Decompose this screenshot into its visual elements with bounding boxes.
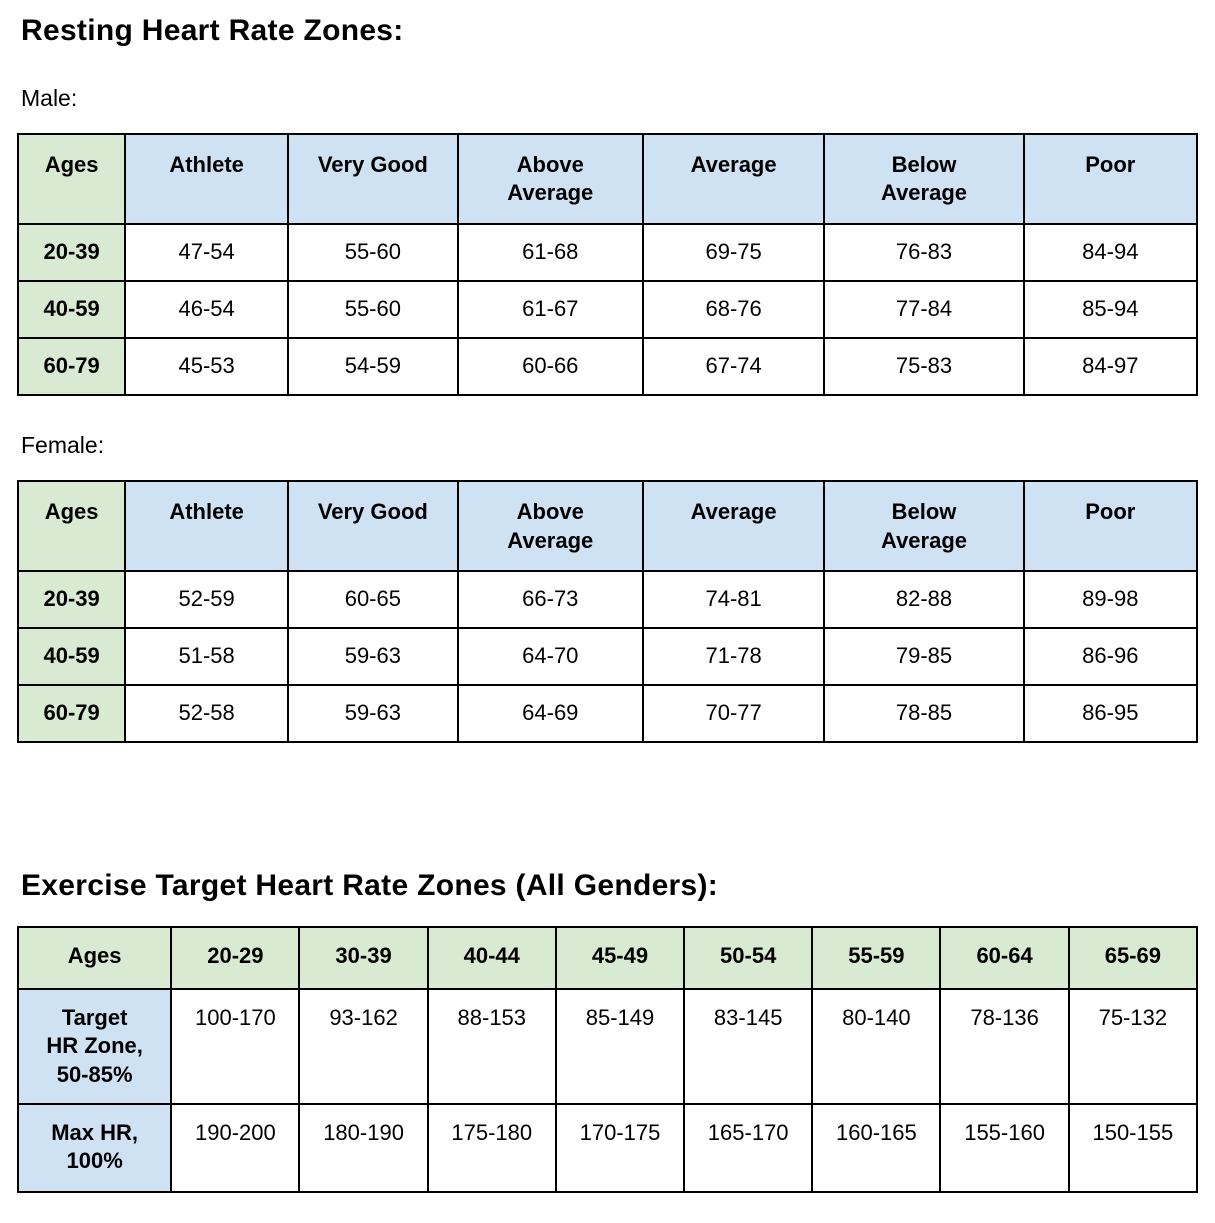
heart-rate-range-cell: 68-76 xyxy=(641,279,826,339)
heart-rate-range-cell: 150-155 xyxy=(1067,1102,1199,1193)
heart-rate-range-cell: 93-162 xyxy=(298,987,429,1105)
heart-rate-range-cell: 165-170 xyxy=(683,1102,814,1193)
heart-rate-range-cell: 75-83 xyxy=(823,336,1025,396)
heart-rate-range-cell: 55-60 xyxy=(286,222,459,282)
female-resting-table: Ages Athlete Very Good Above Average Average… xyxy=(16,480,1199,744)
table-row: 60-79 52-58 59-63 64-69 70-77 78-85 86-95 xyxy=(16,684,1199,744)
fitness-column-header: Average xyxy=(641,480,826,573)
heart-rate-range-cell: 70-77 xyxy=(641,684,826,744)
heart-rate-range-cell: 60-65 xyxy=(286,570,459,630)
heart-rate-range-cell: 78-136 xyxy=(939,987,1070,1105)
age-range-column-header: 50-54 xyxy=(683,925,814,990)
fitness-column-header: Very Good xyxy=(286,480,459,573)
heart-rate-range-cell: 52-58 xyxy=(124,684,289,744)
heart-rate-range-cell: 190-200 xyxy=(170,1102,301,1193)
heart-rate-range-cell: 46-54 xyxy=(124,279,289,339)
age-range-cell: 20-39 xyxy=(16,570,127,630)
ages-column-header: Ages xyxy=(16,480,127,573)
heart-rate-range-cell: 84-97 xyxy=(1022,336,1199,396)
heart-rate-range-cell: 88-153 xyxy=(426,987,557,1105)
heart-rate-range-cell: 74-81 xyxy=(641,570,826,630)
heart-rate-range-cell: 55-60 xyxy=(286,279,459,339)
age-range-cell: 20-39 xyxy=(16,222,127,282)
age-range-cell: 60-79 xyxy=(16,684,127,744)
heart-rate-range-cell: 47-54 xyxy=(124,222,289,282)
age-range-cell: 40-59 xyxy=(16,279,127,339)
heart-rate-range-cell: 61-67 xyxy=(456,279,644,339)
heart-rate-range-cell: 86-95 xyxy=(1022,684,1199,744)
fitness-column-header: Poor xyxy=(1022,132,1199,225)
table-row: Target HR Zone, 50-85% 100-170 93-162 88-15… xyxy=(16,987,1199,1105)
age-range-cell: 40-59 xyxy=(16,627,127,687)
table-row: 40-59 51-58 59-63 64-70 71-78 79-85 86-96 xyxy=(16,627,1199,687)
heart-rate-range-cell: 64-69 xyxy=(456,684,644,744)
fitness-column-header: Below Average xyxy=(823,480,1025,573)
heart-rate-range-cell: 71-78 xyxy=(641,627,826,687)
table-row: 20-39 52-59 60-65 66-73 74-81 82-88 89-98 xyxy=(16,570,1199,630)
age-range-column-header: 60-64 xyxy=(939,925,1070,990)
male-label: Male: xyxy=(21,84,78,111)
heart-rate-range-cell: 64-70 xyxy=(456,627,644,687)
hr-zone-row-label: Target HR Zone, 50-85% xyxy=(16,987,173,1105)
heart-rate-range-cell: 155-160 xyxy=(939,1102,1070,1193)
heart-rate-range-cell: 61-68 xyxy=(456,222,644,282)
ages-column-header: Ages xyxy=(16,925,173,990)
heart-rate-range-cell: 66-73 xyxy=(456,570,644,630)
heart-rate-range-cell: 85-149 xyxy=(554,987,686,1105)
heart-rate-range-cell: 78-85 xyxy=(823,684,1025,744)
heart-rate-range-cell: 86-96 xyxy=(1022,627,1199,687)
heart-rate-range-cell: 67-74 xyxy=(641,336,826,396)
age-range-column-header: 55-59 xyxy=(811,925,942,990)
table-row: 20-39 47-54 55-60 61-68 69-75 76-83 84-94 xyxy=(16,222,1199,282)
fitness-column-header: Very Good xyxy=(286,132,459,225)
heart-rate-range-cell: 60-66 xyxy=(456,336,644,396)
fitness-column-header: Above Average xyxy=(456,480,644,573)
age-range-column-header: 40-44 xyxy=(426,925,557,990)
heart-rate-range-cell: 52-59 xyxy=(124,570,289,630)
heart-rate-range-cell: 83-145 xyxy=(683,987,814,1105)
exercise-table: Ages 20-29 30-39 40-44 45-49 50-54 55-59 60-64 6… xyxy=(16,925,1199,1193)
heart-rate-range-cell: 45-53 xyxy=(124,336,289,396)
heart-rate-range-cell: 76-83 xyxy=(823,222,1025,282)
heart-rate-range-cell: 77-84 xyxy=(823,279,1025,339)
hr-zone-row-label: Max HR, 100% xyxy=(16,1102,173,1193)
table-row: Max HR, 100% 190-200 180-190 175-180 170-175… xyxy=(16,1102,1199,1193)
heart-rate-range-cell: 80-140 xyxy=(811,987,942,1105)
heart-rate-range-cell: 79-85 xyxy=(823,627,1025,687)
age-range-cell: 60-79 xyxy=(16,336,127,396)
fitness-column-header: Below Average xyxy=(823,132,1025,225)
heart-rate-range-cell: 100-170 xyxy=(170,987,301,1105)
heart-rate-range-cell: 69-75 xyxy=(641,222,826,282)
fitness-column-header: Above Average xyxy=(456,132,644,225)
female-label: Female: xyxy=(21,431,105,458)
table-row: 40-59 46-54 55-60 61-67 68-76 77-84 85-94 xyxy=(16,279,1199,339)
heart-rate-range-cell: 82-88 xyxy=(823,570,1025,630)
table-row: 60-79 45-53 54-59 60-66 67-74 75-83 84-97 xyxy=(16,336,1199,396)
fitness-column-header: Athlete xyxy=(124,132,289,225)
age-range-column-header: 30-39 xyxy=(298,925,429,990)
heart-rate-range-cell: 180-190 xyxy=(298,1102,429,1193)
heart-rate-range-cell: 51-58 xyxy=(124,627,289,687)
fitness-column-header: Average xyxy=(641,132,826,225)
age-range-column-header: 45-49 xyxy=(554,925,686,990)
age-range-column-header: 65-69 xyxy=(1067,925,1199,990)
male-resting-table: Ages Athlete Very Good Above Average Average… xyxy=(16,132,1199,396)
heart-rate-range-cell: 170-175 xyxy=(554,1102,686,1193)
heart-rate-range-cell: 175-180 xyxy=(426,1102,557,1193)
heart-rate-range-cell: 54-59 xyxy=(286,336,459,396)
fitness-column-header: Poor xyxy=(1022,480,1199,573)
heart-rate-range-cell: 59-63 xyxy=(286,684,459,744)
age-range-column-header: 20-29 xyxy=(170,925,301,990)
resting-title: Resting Heart Rate Zones: xyxy=(21,14,404,47)
fitness-column-header: Athlete xyxy=(124,480,289,573)
exercise-title: Exercise Target Heart Rate Zones (All Ge… xyxy=(21,869,719,903)
heart-rate-range-cell: 160-165 xyxy=(811,1102,942,1193)
heart-rate-range-cell: 59-63 xyxy=(286,627,459,687)
heart-rate-range-cell: 89-98 xyxy=(1022,570,1199,630)
heart-rate-range-cell: 84-94 xyxy=(1022,222,1199,282)
heart-rate-range-cell: 85-94 xyxy=(1022,279,1199,339)
heart-rate-range-cell: 75-132 xyxy=(1067,987,1199,1105)
ages-column-header: Ages xyxy=(16,132,127,225)
